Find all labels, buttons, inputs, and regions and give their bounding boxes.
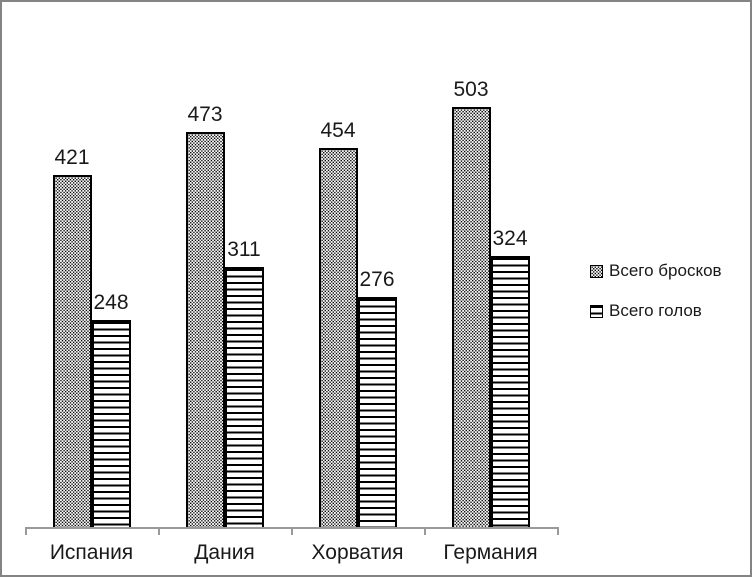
legend-item: Всего голов bbox=[590, 302, 702, 320]
axis-tick bbox=[25, 527, 27, 535]
axis-tick bbox=[557, 527, 559, 535]
bar-dots-Дания bbox=[185, 132, 225, 527]
value-label: 324 bbox=[492, 227, 528, 250]
category-label: Германия bbox=[443, 541, 538, 564]
bar-hlines-Хорватия bbox=[357, 297, 397, 527]
value-label: 248 bbox=[93, 291, 129, 314]
value-label: 276 bbox=[359, 268, 395, 291]
value-label: 473 bbox=[187, 103, 223, 126]
value-label: 503 bbox=[453, 78, 489, 101]
bar-hlines-Испания bbox=[91, 320, 131, 527]
category-label: Дания bbox=[194, 541, 255, 564]
bar-hlines-Дания bbox=[224, 267, 264, 527]
axis-tick bbox=[424, 527, 426, 535]
legend-label: Всего голов bbox=[609, 301, 702, 320]
category-label: Хорватия bbox=[311, 541, 404, 564]
value-label: 421 bbox=[54, 146, 90, 169]
value-label: 311 bbox=[227, 238, 261, 261]
category-label: Испания bbox=[49, 541, 134, 564]
legend-swatch-hlines-icon bbox=[590, 304, 603, 318]
legend-item: Всего бросков bbox=[590, 262, 722, 280]
axis-tick bbox=[158, 527, 160, 535]
bar-dots-Хорватия bbox=[318, 148, 358, 527]
legend-label: Всего бросков bbox=[609, 261, 722, 280]
bar-dots-Германия bbox=[451, 107, 491, 527]
value-label: 454 bbox=[320, 119, 356, 142]
legend-swatch-dots-icon bbox=[590, 264, 603, 278]
axis-tick bbox=[291, 527, 293, 535]
bar-hlines-Германия bbox=[490, 256, 530, 527]
bar-dots-Испания bbox=[52, 175, 92, 527]
